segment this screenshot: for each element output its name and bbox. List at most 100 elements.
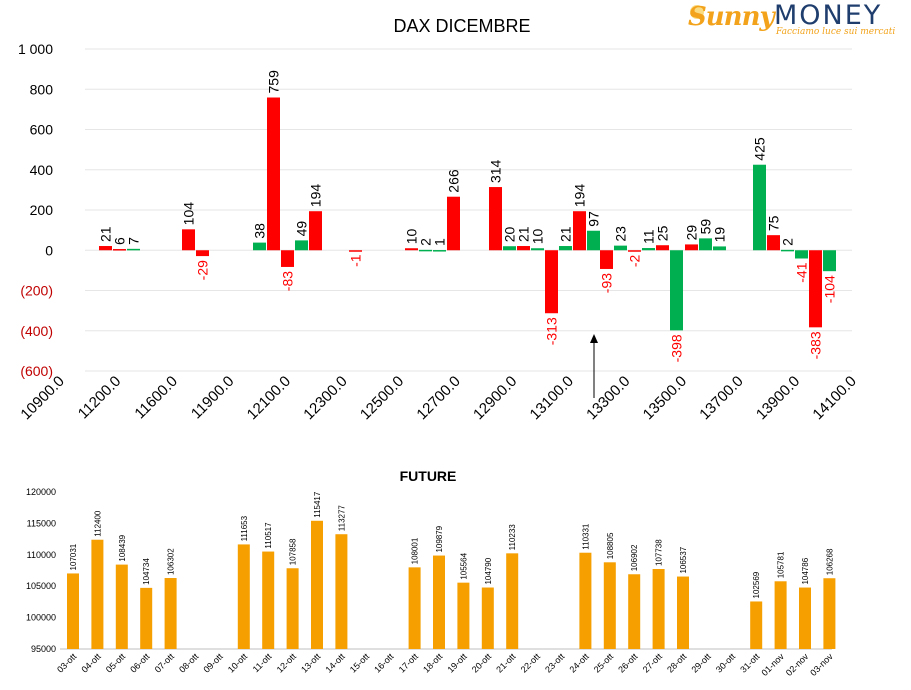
future-bar-chart: FUTURE 120000 115000 110000 105000 100000 9500… — [26, 468, 836, 678]
x-tick-label: 02-nov — [784, 651, 811, 678]
bar — [579, 552, 592, 649]
bar-value-label: -398 — [669, 334, 685, 362]
bar — [267, 97, 280, 251]
x-tick-label: 09-ott — [201, 651, 225, 675]
bar — [140, 587, 153, 649]
x-tick-label: 11200.0 — [75, 373, 125, 423]
bar — [67, 573, 79, 649]
bar-value-label: 25 — [655, 225, 671, 241]
x-tick-label: 28-ott — [665, 651, 689, 675]
bar — [286, 568, 299, 649]
bar — [656, 245, 669, 251]
x-tick-label: 11-ott — [251, 651, 274, 674]
bar-value-label: 59 — [698, 219, 714, 235]
y-tick-label: 120000 — [26, 487, 56, 497]
bar — [517, 246, 530, 251]
bar — [91, 539, 104, 649]
bar — [823, 578, 836, 649]
y-tick-label: 400 — [30, 162, 54, 178]
x-tick-label: 13500.0 — [640, 373, 690, 423]
bar-value-label: 110233 — [508, 524, 517, 551]
bar-value-label: -1 — [348, 254, 364, 267]
bar-value-label: 109879 — [435, 525, 444, 552]
bar-value-label: 10 — [404, 228, 420, 244]
x-tick-label: 05-ott — [104, 651, 128, 675]
bar — [489, 187, 502, 251]
bar-value-label: -383 — [808, 331, 824, 359]
bar — [628, 574, 641, 649]
bar-value-label: 111653 — [240, 515, 249, 541]
x-tick-label: 13300.0 — [583, 373, 633, 423]
bar — [642, 248, 655, 251]
x-tick-label: 07-ott — [153, 651, 177, 675]
bar — [127, 248, 140, 251]
bar-value-label: 108439 — [118, 534, 127, 561]
x-tick-label: 11600.0 — [131, 373, 181, 423]
bar — [652, 569, 665, 649]
bar — [309, 211, 322, 251]
bar-value-label: 106902 — [630, 544, 639, 571]
bar-value-label: -104 — [822, 275, 838, 303]
bar-value-label: 104786 — [801, 557, 810, 584]
x-tick-label: 22-ott — [519, 651, 543, 675]
bar-value-label: 104 — [181, 202, 197, 226]
bar — [405, 248, 418, 251]
bar-value-label: 106302 — [167, 548, 176, 575]
bar — [767, 235, 780, 251]
bar — [774, 581, 787, 649]
bar — [503, 246, 516, 251]
y-tick-label: (200) — [20, 283, 53, 299]
x-tick-label: 14-ott — [323, 651, 347, 675]
bar-value-label: -41 — [794, 262, 810, 282]
bar — [447, 196, 460, 251]
x-tick-label: 03-ott — [55, 651, 79, 675]
bar — [506, 553, 519, 649]
chart-title: FUTURE — [400, 468, 457, 484]
bar-value-label: 104790 — [484, 557, 493, 584]
bar-value-label: 115417 — [313, 491, 322, 518]
bar-value-label: 266 — [446, 169, 462, 193]
bar-value-label: 194 — [572, 184, 588, 208]
x-tick-label: 12500.0 — [357, 373, 407, 423]
x-tick-label: 14100.0 — [809, 373, 859, 423]
y-tick-label: 800 — [30, 81, 54, 97]
logo-brand-sunny: Sunny — [688, 2, 775, 32]
bar — [262, 551, 275, 649]
y-tick-label: 95000 — [31, 644, 56, 654]
bar-value-label: 110517 — [264, 522, 273, 549]
x-tick-label: 12700.0 — [413, 373, 463, 423]
bar — [281, 250, 294, 267]
bar — [685, 244, 698, 251]
bar-value-label: -313 — [544, 317, 560, 345]
x-tick-label: 26-ott — [616, 651, 640, 675]
chart-title: DAX DICEMBRE — [393, 16, 530, 36]
bar-value-label: 102569 — [752, 571, 761, 598]
y-tick-label: 600 — [30, 122, 54, 138]
bar — [670, 250, 683, 331]
bar-value-label: 107738 — [655, 539, 664, 566]
x-tick-label: 08-ott — [177, 651, 201, 675]
x-tick-label: 18-ott — [421, 651, 445, 675]
bar-value-label: 113277 — [337, 505, 346, 532]
bar — [164, 578, 177, 649]
x-tick-label: 13700.0 — [696, 373, 746, 423]
bar-value-label: 759 — [266, 70, 282, 94]
logo-tagline: Facciamo luce sui mercati — [776, 27, 896, 37]
y-tick-label: (600) — [20, 363, 53, 379]
y-tick-label: 1 000 — [18, 41, 53, 57]
bar — [600, 250, 613, 269]
bar-value-label: 21 — [516, 226, 532, 242]
x-tick-label: 19-ott — [445, 651, 469, 675]
bar-value-label: 110331 — [581, 523, 590, 550]
bar — [457, 582, 470, 649]
bar-value-label: 21 — [558, 226, 574, 242]
bar-value-label: 105564 — [459, 552, 468, 579]
bar — [809, 250, 822, 328]
bar — [196, 250, 209, 257]
bar — [99, 246, 112, 251]
bar-value-label: 314 — [488, 159, 504, 183]
x-tick-label: 21-ott — [494, 651, 518, 675]
bar-value-label: -29 — [195, 260, 211, 280]
x-tick-label: 11900.0 — [188, 373, 238, 423]
x-tick-label: 12100.0 — [244, 373, 294, 423]
